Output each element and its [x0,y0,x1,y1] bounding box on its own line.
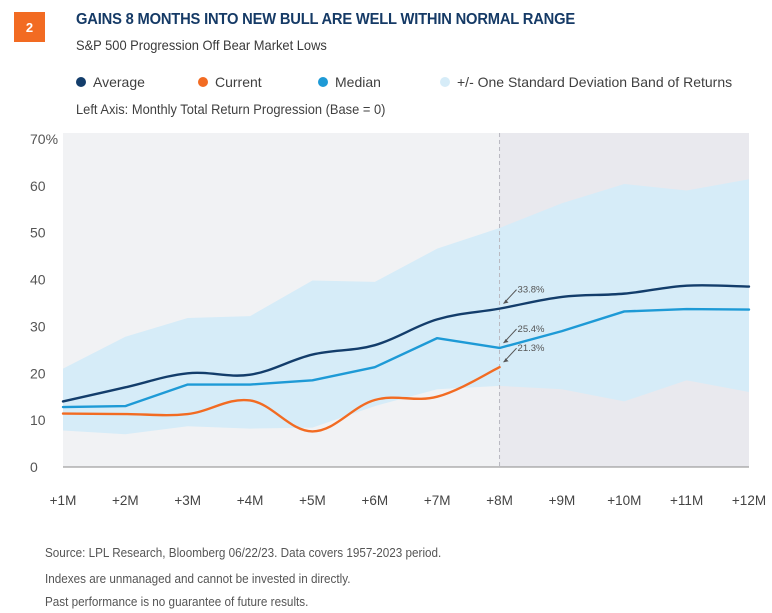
x-tick-label: +9M [549,493,576,508]
x-axis-ticks: +1M +2M +3M +4M +5M +6M +7M +8M +9M +10M +11M +12M [50,493,766,508]
y-tick-label: 40 [30,272,46,288]
annotation-arrowhead [503,338,509,343]
series-lines [61,284,751,433]
x-tick-label: +12M [732,493,766,508]
legend-item-average: Average [76,74,198,90]
std-dev-band [63,179,749,435]
annotation-label: 21.3% [518,343,545,354]
x-tick-label: +2M [112,493,139,508]
legend-label: +/- One Standard Deviation Band of Retur… [457,74,733,90]
annotations: 33.8% 25.4% 21.3% [503,285,545,363]
y-axis-ticks: 0 10 20 30 40 50 60 70% [30,131,58,475]
source-note: Source: LPL Research, Bloomberg 06/22/23… [45,545,442,560]
disclaimer-performance: Past performance is no guarantee of futu… [45,594,309,609]
annotation-label: 25.4% [518,324,545,335]
annotation-arrowhead [503,358,509,363]
x-tick-label: +3M [174,493,201,508]
legend-label: Average [93,74,145,90]
legend-dot-median [318,77,328,87]
legend-item-current: Current [198,74,318,90]
annotation-arrowhead [503,299,509,304]
series-line-average [61,284,751,403]
x-tick-label: +7M [424,493,451,508]
chart-subtitle: S&P 500 Progression Off Bear Market Lows [76,37,327,53]
x-tick-label: +11M [670,493,703,508]
legend: Average Current Median +/- One Standard … [76,74,732,90]
y-tick-label: 50 [30,225,46,241]
disclaimer-indexes: Indexes are unmanaged and cannot be inve… [45,571,351,586]
x-tick-label: +6M [361,493,388,508]
x-tick-label: +10M [607,493,641,508]
x-tick-label: +8M [486,493,513,508]
legend-label: Current [215,74,262,90]
legend-item-band: +/- One Standard Deviation Band of Retur… [440,74,732,90]
y-tick-label: 70% [30,131,58,147]
y-tick-label: 30 [30,318,46,334]
series-line-current [61,365,501,433]
legend-label: Median [335,74,381,90]
x-tick-label: +4M [237,493,264,508]
legend-dot-band [440,77,450,87]
y-tick-label: 20 [30,365,46,381]
annotation-label: 33.8% [518,285,545,296]
x-tick-label: +1M [50,493,77,508]
legend-item-median: Median [318,74,440,90]
y-tick-label: 60 [30,178,46,194]
chart-number-badge: 2 [14,12,45,42]
x-tick-label: +5M [299,493,326,508]
legend-dot-current [198,77,208,87]
std-dev-band-area [63,179,749,435]
series-line-median [61,307,751,409]
y-tick-label: 0 [30,459,38,475]
axis-note: Left Axis: Monthly Total Return Progress… [76,101,386,117]
chart-title: GAINS 8 MONTHS INTO NEW BULL ARE WELL WI… [76,11,575,28]
legend-dot-average [76,77,86,87]
y-tick-label: 10 [30,412,46,428]
